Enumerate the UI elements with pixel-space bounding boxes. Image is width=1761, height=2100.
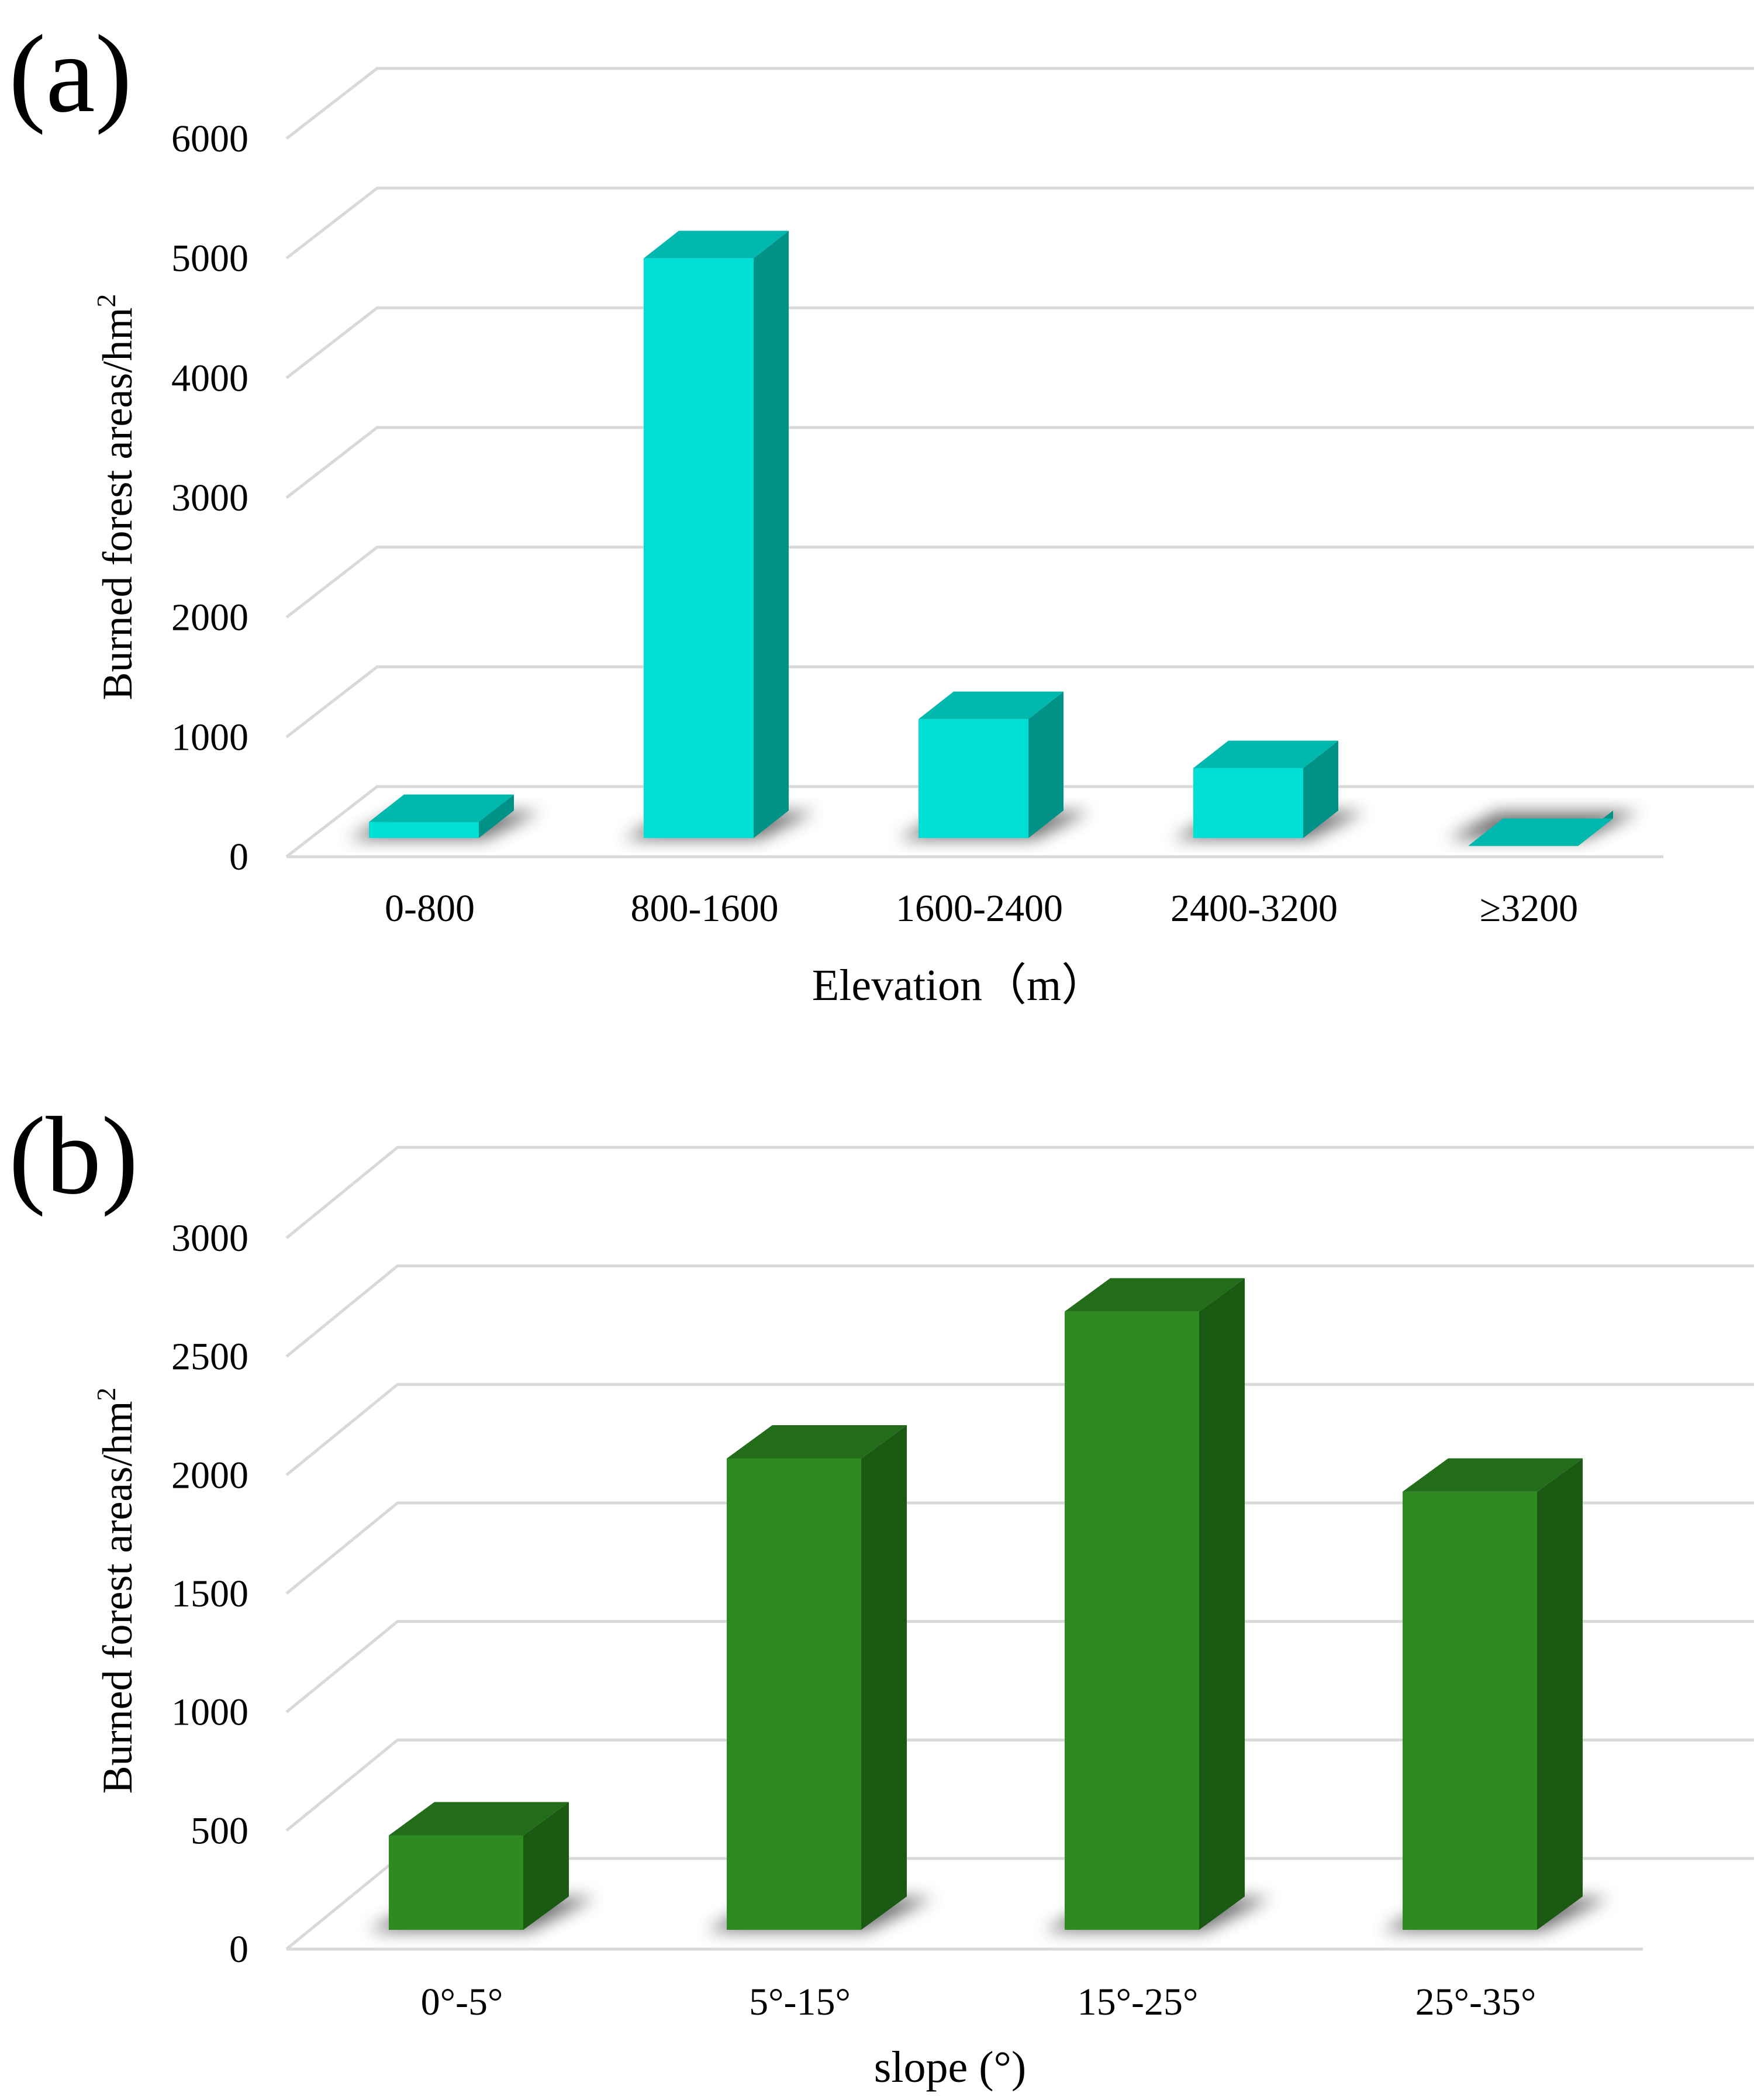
y-ticks-b: 0 500 1000 1500 2000 2500 3000 (171, 1217, 248, 1971)
y-tick-label: 2000 (171, 1454, 248, 1496)
y-tick-label: 1500 (171, 1573, 248, 1615)
gridline-b (285, 1738, 1754, 1832)
x-tick-label: 1600-2400 (896, 887, 1063, 930)
x-tick-label: ≥3200 (1480, 887, 1578, 930)
y-ticks-a: 0 1000 2000 3000 4000 5000 6000 (171, 118, 248, 878)
bar-slope (1403, 1491, 1537, 1930)
y-axis-title-b-superscript: 2 (91, 1388, 121, 1401)
bar-top (727, 1425, 907, 1458)
y-axis-title-a-superscript: 2 (91, 294, 121, 308)
bar-side (861, 1425, 907, 1930)
bar-top (1065, 1278, 1245, 1312)
y-tick-label: 1000 (171, 716, 248, 758)
gridline-b (285, 1264, 1754, 1358)
gridline-a (285, 187, 1754, 260)
bar-top (919, 691, 1063, 719)
panel-label-a: (a) (9, 13, 132, 136)
x-ticks-b: 0°-5° 5°-15° 15°-25° 25°-35° (421, 1981, 1536, 2023)
y-tick-label: 3000 (171, 477, 248, 519)
bar-side (523, 1802, 569, 1930)
bars-b (368, 1278, 1609, 1931)
bar-side (1199, 1278, 1245, 1930)
y-tick-label: 500 (191, 1809, 248, 1852)
bar-elevation (919, 719, 1028, 838)
y-tick-label: 4000 (171, 357, 248, 399)
x-tick-label: 0°-5° (421, 1981, 503, 2023)
y-axis-title-b: Burned forest areas/hm2 (91, 1388, 141, 1794)
bar-top (644, 230, 789, 258)
gridline-a (285, 546, 1754, 619)
bar-top (389, 1802, 569, 1836)
bar-elevation (369, 822, 479, 838)
chart-elevation: (a) 0 1000 2000 3000 4000 5000 6000 0-800 800-1… (9, 13, 1754, 1010)
gridline-a (285, 426, 1754, 499)
bar-top (1403, 1458, 1583, 1492)
bar-slope (1065, 1311, 1199, 1930)
bar-side (479, 794, 514, 838)
x-tick-label: 0-800 (385, 887, 475, 930)
x-axis-title-a: Elevation（m） (812, 961, 1106, 1010)
y-tick-label: 0 (229, 836, 248, 878)
gridline-a (285, 665, 1754, 739)
chart-slope: (b) 0 500 1000 1500 2000 2500 3000 0°-5° 5°-15°… (9, 1095, 1754, 2092)
bar-side (1537, 1458, 1583, 1930)
y-tick-label: 5000 (171, 237, 248, 280)
x-tick-label: 2400-3200 (1170, 887, 1338, 930)
y-tick-label: 6000 (171, 118, 248, 160)
bar-slope (389, 1835, 523, 1930)
y-tick-label: 2500 (171, 1336, 248, 1378)
bar-side (1028, 691, 1063, 838)
y-axis-title-a: Burned forest areas/hm2 (91, 294, 141, 701)
x-axis-title-b: slope (°) (874, 2043, 1026, 2092)
x-ticks-a: 0-800 800-1600 1600-2400 2400-3200 ≥3200 (385, 887, 1578, 930)
gridlines-a (285, 67, 1754, 858)
gridline-b (285, 1382, 1754, 1477)
bar-elevation (644, 258, 754, 839)
bar-top (1468, 818, 1613, 846)
bar-side (1303, 740, 1338, 838)
y-axis-title-b-text: Burned forest areas/hm (94, 1401, 141, 1794)
bar-elevation (1193, 768, 1303, 838)
bar-slope (727, 1458, 861, 1930)
x-tick-label: 5°-15° (749, 1981, 851, 2023)
y-tick-label: 3000 (171, 1217, 248, 1260)
gridline-a (285, 67, 1754, 140)
x-tick-label: 25°-35° (1415, 1981, 1536, 2023)
panel-label-b: (b) (9, 1095, 139, 1218)
x-tick-label: 800-1600 (631, 887, 779, 930)
gridline-b (285, 1620, 1754, 1713)
bar-side (754, 230, 789, 839)
y-tick-label: 0 (229, 1928, 248, 1971)
gridline-a (285, 306, 1754, 380)
bars-a (348, 230, 1639, 846)
bar-top (369, 794, 514, 822)
y-axis-title-a-text: Burned forest areas/hm (94, 308, 141, 701)
x-tick-label: 15°-25° (1078, 1981, 1199, 2023)
gridline-b (285, 1501, 1754, 1595)
gridline-b (285, 1146, 1754, 1239)
y-tick-label: 1000 (171, 1691, 248, 1734)
y-tick-label: 2000 (171, 596, 248, 639)
bar-top (1193, 740, 1338, 768)
